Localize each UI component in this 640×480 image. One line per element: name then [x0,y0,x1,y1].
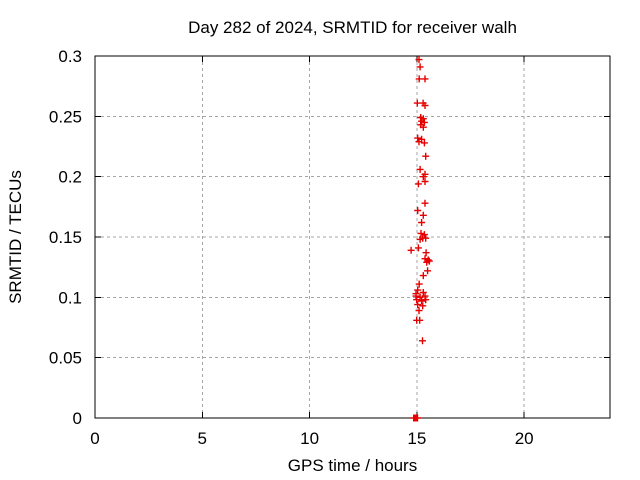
x-tick-label: 20 [515,429,534,448]
x-tick-label: 15 [407,429,426,448]
y-tick-label: 0 [73,409,82,428]
y-tick-label: 0.1 [58,288,82,307]
plot-frame [94,55,611,419]
chart-title: Day 282 of 2024, SRMTID for receiver wal… [188,18,517,37]
y-tick-label: 0.05 [49,349,82,368]
grid-lines [95,56,610,418]
y-tick-label: 0.3 [58,47,82,66]
y-tick-label: 0.15 [49,228,82,247]
data-points [407,56,433,422]
x-tick-label: 0 [90,429,99,448]
y-tick-label: 0.2 [58,168,82,187]
x-tick-labels: 0 5 10 15 20 [90,429,533,448]
y-tick-label: 0.25 [49,107,82,126]
y-tick-labels: 0 0.05 0.1 0.15 0.2 0.25 0.3 [49,47,82,428]
series-SRMTID [407,56,433,422]
x-axis-label: GPS time / hours [287,456,418,475]
x-tick-label: 5 [198,429,207,448]
x-tick-label: 10 [300,429,319,448]
